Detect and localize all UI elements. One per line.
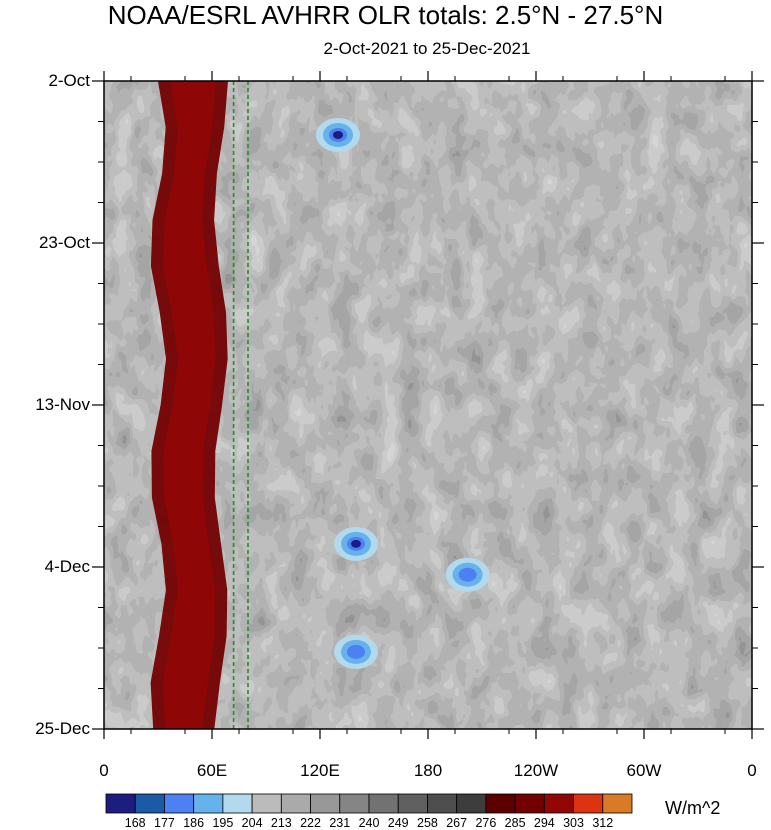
colorbar-box bbox=[427, 793, 458, 814]
colorbar-label: 204 bbox=[241, 816, 263, 830]
colorbar-label: 294 bbox=[533, 816, 555, 830]
x-tick-label: 120W bbox=[513, 761, 559, 780]
colorbar-label: 258 bbox=[417, 816, 438, 830]
colorbar-label: 276 bbox=[475, 816, 497, 830]
units-label: W/m^2 bbox=[665, 798, 721, 818]
y-tick-label: 23-Oct bbox=[38, 233, 90, 252]
colorbar-box bbox=[251, 793, 282, 814]
x-tick-label: 60W bbox=[626, 761, 662, 780]
colorbar-label: 267 bbox=[446, 816, 468, 830]
colorbar-label: 195 bbox=[212, 816, 234, 830]
convection-deep-core bbox=[333, 131, 343, 139]
y-tick-label: 2-Oct bbox=[48, 71, 90, 90]
colorbar-box bbox=[222, 793, 253, 814]
x-tick-label: 120E bbox=[300, 761, 340, 780]
colorbar-box bbox=[164, 793, 195, 814]
x-tick-label: 0 bbox=[99, 761, 109, 780]
colorbar-label: 249 bbox=[387, 816, 409, 830]
y-tick-label: 4-Dec bbox=[44, 557, 90, 576]
convection-core bbox=[458, 567, 477, 582]
colorbar-box bbox=[514, 793, 545, 814]
reference-lines bbox=[232, 81, 249, 729]
high-olr-band-core bbox=[162, 81, 216, 729]
colorbar-label: 186 bbox=[183, 816, 205, 830]
colorbar-box bbox=[602, 793, 633, 814]
x-tick-label: 60E bbox=[196, 761, 228, 780]
colorbar-label: 168 bbox=[124, 816, 146, 830]
y-tick-label: 25-Dec bbox=[35, 719, 90, 738]
colorbar-label: 231 bbox=[329, 816, 351, 830]
colorbar-label: 177 bbox=[154, 816, 175, 830]
colorbar-box bbox=[456, 793, 487, 814]
colorbar-box bbox=[280, 793, 311, 814]
chart-title: NOAA/ESRL AVHRR OLR totals: 2.5°N - 27.5… bbox=[107, 0, 664, 30]
colorbar-box bbox=[368, 793, 399, 814]
axis-ticks bbox=[92, 71, 764, 739]
colorbar-box bbox=[193, 793, 224, 814]
colorbar-box bbox=[485, 793, 516, 814]
colorbar-box bbox=[339, 793, 370, 814]
colorbar-box bbox=[134, 793, 165, 814]
colorbar-label: 285 bbox=[504, 816, 526, 830]
x-tick-label: 180 bbox=[413, 761, 443, 780]
x-tick-label: 0 bbox=[747, 761, 757, 780]
colorbar-box bbox=[573, 793, 604, 814]
olr-features bbox=[150, 81, 490, 729]
colorbar-label: 312 bbox=[592, 816, 614, 830]
convection-core bbox=[347, 644, 365, 659]
colorbar-label: 222 bbox=[300, 816, 321, 830]
colorbar-box bbox=[310, 793, 341, 814]
chart-subtitle: 2-Oct-2021 to 25-Dec-2021 bbox=[323, 39, 531, 58]
colorbar-label: 303 bbox=[563, 816, 584, 830]
colorbar-box bbox=[105, 793, 136, 814]
colorbar-box bbox=[397, 793, 428, 814]
colorbar bbox=[105, 793, 633, 814]
colorbar-box bbox=[543, 793, 574, 814]
convection-deep-core bbox=[351, 539, 361, 548]
colorbar-label: 213 bbox=[270, 816, 292, 830]
y-tick-label: 13-Nov bbox=[35, 395, 90, 414]
colorbar-label: 240 bbox=[358, 816, 380, 830]
